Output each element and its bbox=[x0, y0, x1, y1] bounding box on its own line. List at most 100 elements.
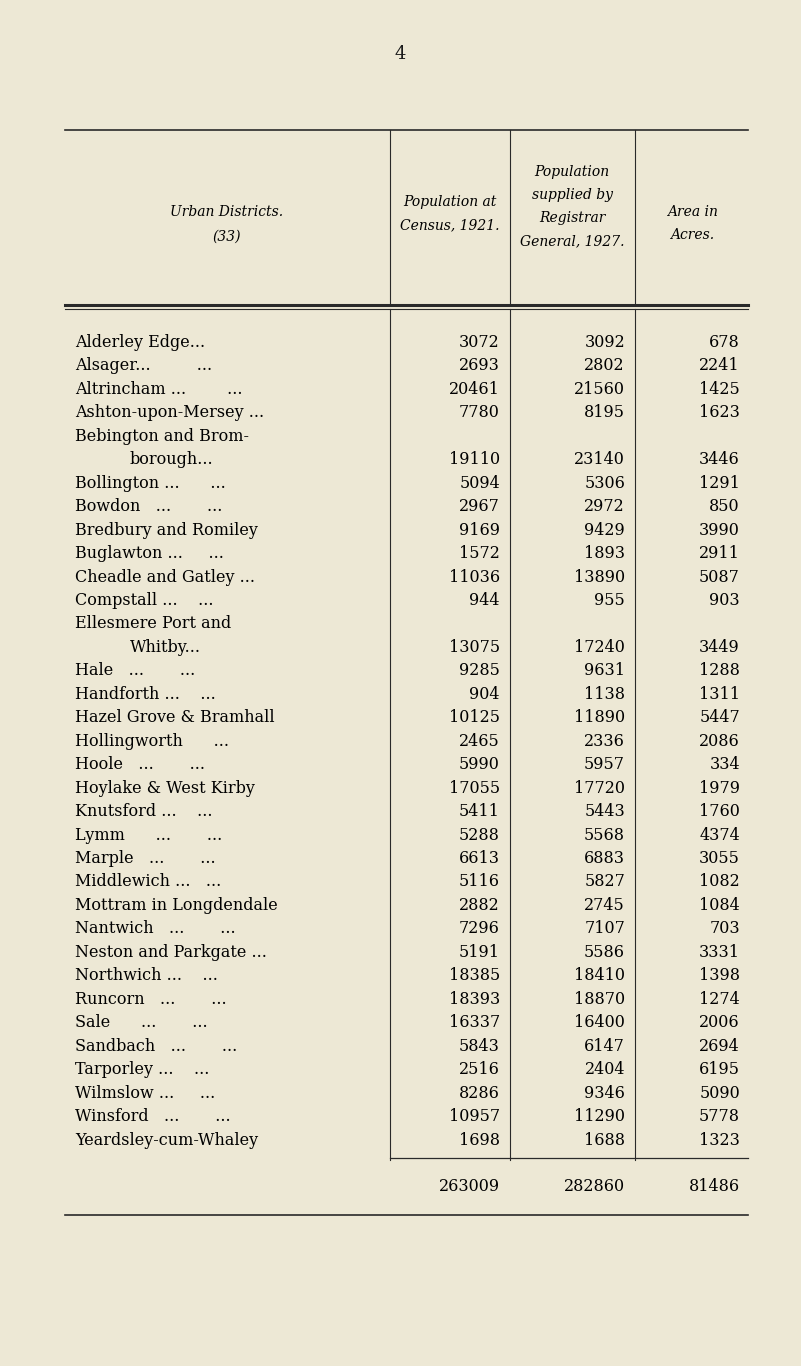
Text: Middlewich ...   ...: Middlewich ... ... bbox=[75, 873, 221, 891]
Text: Population at: Population at bbox=[404, 195, 497, 209]
Text: Alsager...         ...: Alsager... ... bbox=[75, 358, 212, 374]
Text: 1274: 1274 bbox=[699, 990, 740, 1008]
Text: Hollingworth      ...: Hollingworth ... bbox=[75, 732, 229, 750]
Text: Whitby...: Whitby... bbox=[130, 639, 201, 656]
Text: 2802: 2802 bbox=[585, 358, 625, 374]
Text: 9285: 9285 bbox=[459, 663, 500, 679]
Text: 2465: 2465 bbox=[459, 732, 500, 750]
Text: 904: 904 bbox=[469, 686, 500, 703]
Text: 11890: 11890 bbox=[574, 709, 625, 727]
Text: Wilmslow ...     ...: Wilmslow ... ... bbox=[75, 1085, 215, 1101]
Text: 9169: 9169 bbox=[459, 522, 500, 538]
Text: 850: 850 bbox=[710, 499, 740, 515]
Text: 21560: 21560 bbox=[574, 381, 625, 398]
Text: 5447: 5447 bbox=[699, 709, 740, 727]
Text: 2911: 2911 bbox=[699, 545, 740, 561]
Text: 5090: 5090 bbox=[699, 1085, 740, 1101]
Text: 2882: 2882 bbox=[459, 897, 500, 914]
Text: Cheadle and Gatley ...: Cheadle and Gatley ... bbox=[75, 568, 255, 586]
Text: Knutsford ...    ...: Knutsford ... ... bbox=[75, 803, 212, 820]
Text: 5843: 5843 bbox=[459, 1038, 500, 1055]
Text: 1979: 1979 bbox=[699, 780, 740, 796]
Text: 282860: 282860 bbox=[564, 1177, 625, 1195]
Text: Hoylake & West Kirby: Hoylake & West Kirby bbox=[75, 780, 255, 796]
Text: 334: 334 bbox=[710, 757, 740, 773]
Text: Sandbach   ...       ...: Sandbach ... ... bbox=[75, 1038, 237, 1055]
Text: Neston and Parkgate ...: Neston and Parkgate ... bbox=[75, 944, 267, 960]
Text: Registrar: Registrar bbox=[539, 210, 606, 225]
Text: 1623: 1623 bbox=[699, 404, 740, 421]
Text: 5827: 5827 bbox=[584, 873, 625, 891]
Text: Urban Districts.: Urban Districts. bbox=[171, 205, 284, 219]
Text: Ashton-upon-Mersey ...: Ashton-upon-Mersey ... bbox=[75, 404, 264, 421]
Text: 1323: 1323 bbox=[699, 1131, 740, 1149]
Text: 18393: 18393 bbox=[449, 990, 500, 1008]
Text: 10125: 10125 bbox=[449, 709, 500, 727]
Text: Sale      ...       ...: Sale ... ... bbox=[75, 1014, 207, 1031]
Text: 4374: 4374 bbox=[699, 826, 740, 844]
Text: Bollington ...      ...: Bollington ... ... bbox=[75, 475, 226, 492]
Text: 3449: 3449 bbox=[699, 639, 740, 656]
Text: Alderley Edge...: Alderley Edge... bbox=[75, 335, 205, 351]
Text: 18410: 18410 bbox=[574, 967, 625, 985]
Text: 13075: 13075 bbox=[449, 639, 500, 656]
Text: Lymm      ...       ...: Lymm ... ... bbox=[75, 826, 222, 844]
Text: Hoole   ...       ...: Hoole ... ... bbox=[75, 757, 205, 773]
Text: 10957: 10957 bbox=[449, 1108, 500, 1126]
Text: Census, 1921.: Census, 1921. bbox=[400, 219, 500, 232]
Text: 2694: 2694 bbox=[699, 1038, 740, 1055]
Text: 678: 678 bbox=[709, 335, 740, 351]
Text: 5087: 5087 bbox=[699, 568, 740, 586]
Text: 5586: 5586 bbox=[584, 944, 625, 960]
Text: Marple   ...       ...: Marple ... ... bbox=[75, 850, 215, 867]
Text: 3092: 3092 bbox=[584, 335, 625, 351]
Text: General, 1927.: General, 1927. bbox=[520, 234, 624, 249]
Text: 13890: 13890 bbox=[574, 568, 625, 586]
Text: 8286: 8286 bbox=[459, 1085, 500, 1101]
Text: 903: 903 bbox=[710, 591, 740, 609]
Text: Runcorn   ...       ...: Runcorn ... ... bbox=[75, 990, 227, 1008]
Text: 2086: 2086 bbox=[699, 732, 740, 750]
Text: Population: Population bbox=[534, 165, 610, 179]
Text: 2745: 2745 bbox=[584, 897, 625, 914]
Text: Bowdon   ...       ...: Bowdon ... ... bbox=[75, 499, 223, 515]
Text: supplied by: supplied by bbox=[532, 189, 613, 202]
Text: 5288: 5288 bbox=[459, 826, 500, 844]
Text: Yeardsley-cum-Whaley: Yeardsley-cum-Whaley bbox=[75, 1131, 258, 1149]
Text: 6195: 6195 bbox=[699, 1061, 740, 1078]
Text: Area in: Area in bbox=[666, 205, 718, 219]
Text: 11036: 11036 bbox=[449, 568, 500, 586]
Text: 20461: 20461 bbox=[449, 381, 500, 398]
Text: 18870: 18870 bbox=[574, 990, 625, 1008]
Text: 1688: 1688 bbox=[584, 1131, 625, 1149]
Text: 18385: 18385 bbox=[449, 967, 500, 985]
Text: 5443: 5443 bbox=[584, 803, 625, 820]
Text: 2241: 2241 bbox=[699, 358, 740, 374]
Text: Altrincham ...        ...: Altrincham ... ... bbox=[75, 381, 243, 398]
Text: 1291: 1291 bbox=[699, 475, 740, 492]
Text: 23140: 23140 bbox=[574, 451, 625, 469]
Text: 3055: 3055 bbox=[699, 850, 740, 867]
Text: 5094: 5094 bbox=[459, 475, 500, 492]
Text: 2336: 2336 bbox=[584, 732, 625, 750]
Text: 1698: 1698 bbox=[459, 1131, 500, 1149]
Text: 7780: 7780 bbox=[459, 404, 500, 421]
Text: 9429: 9429 bbox=[584, 522, 625, 538]
Text: 16337: 16337 bbox=[449, 1014, 500, 1031]
Text: 944: 944 bbox=[469, 591, 500, 609]
Text: 2516: 2516 bbox=[459, 1061, 500, 1078]
Text: 2972: 2972 bbox=[584, 499, 625, 515]
Text: Bebington and Brom-: Bebington and Brom- bbox=[75, 428, 249, 445]
Text: 8195: 8195 bbox=[584, 404, 625, 421]
Text: 3072: 3072 bbox=[459, 335, 500, 351]
Text: 703: 703 bbox=[710, 921, 740, 937]
Text: 5191: 5191 bbox=[459, 944, 500, 960]
Text: Hale   ...       ...: Hale ... ... bbox=[75, 663, 195, 679]
Text: 81486: 81486 bbox=[689, 1177, 740, 1195]
Text: 6147: 6147 bbox=[584, 1038, 625, 1055]
Text: 19110: 19110 bbox=[449, 451, 500, 469]
Text: 1572: 1572 bbox=[459, 545, 500, 561]
Text: Buglawton ...     ...: Buglawton ... ... bbox=[75, 545, 223, 561]
Text: 11290: 11290 bbox=[574, 1108, 625, 1126]
Text: 1311: 1311 bbox=[699, 686, 740, 703]
